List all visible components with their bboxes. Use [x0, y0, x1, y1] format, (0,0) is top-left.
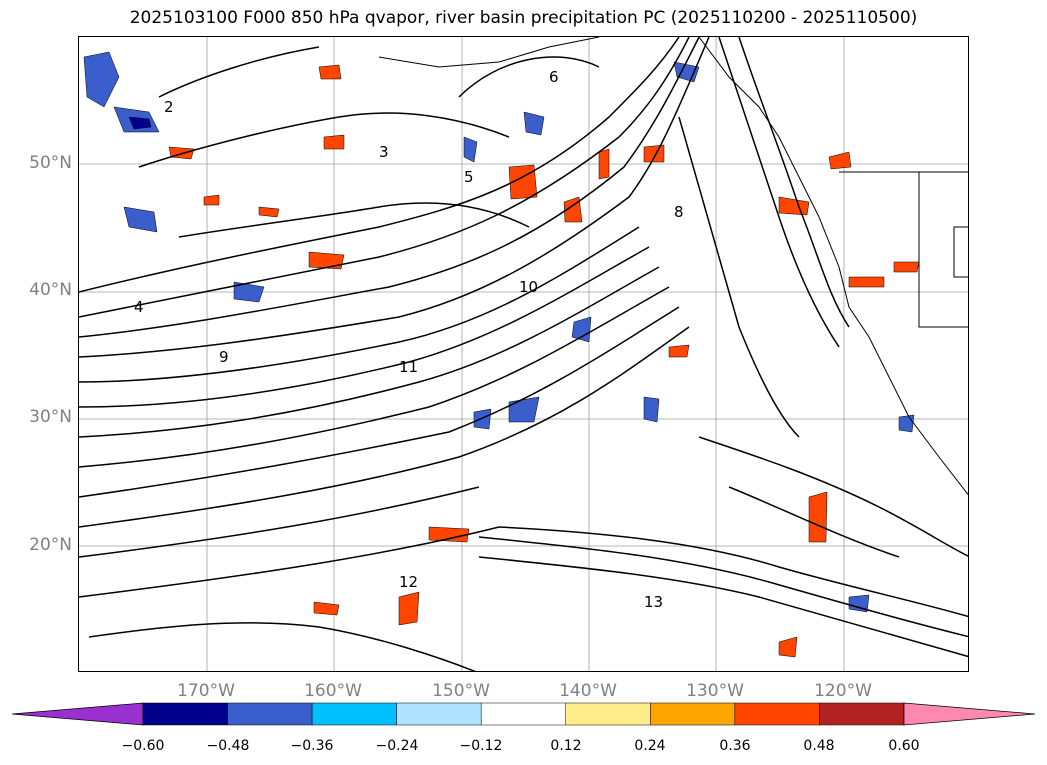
latitude-label-20n: 20°N [29, 535, 72, 555]
precip-patches [83, 51, 920, 658]
colorbar-tick: −0.12 [459, 738, 503, 754]
colorbar-tick: 0.24 [634, 738, 666, 754]
colorbar-tick: −0.24 [375, 738, 419, 754]
contour-label: 8 [674, 203, 684, 221]
longitude-label-150w: 150°W [432, 681, 490, 701]
colorbar-extend-left [11, 702, 144, 726]
colorbar-segments [11, 702, 1036, 726]
colorbar-tick: 0.60 [888, 738, 920, 754]
longitude-label-160w: 160°W [304, 681, 362, 701]
colorbar-segment [650, 702, 736, 726]
contour-label: 12 [399, 573, 418, 591]
colorbar-tick: 0.36 [719, 738, 751, 754]
colorbar-tick: 0.48 [803, 738, 835, 754]
contour-label: 10 [519, 278, 538, 296]
colorbar-segment [734, 702, 820, 726]
colorbar [11, 702, 1036, 726]
longitude-label-120w: 120°W [814, 681, 872, 701]
colorbar-segment [819, 702, 905, 726]
colorbar-segment [227, 702, 313, 726]
latitude-label-50n: 50°N [29, 153, 72, 173]
contour-label: 3 [379, 143, 389, 161]
contour-label: 4 [134, 298, 144, 316]
contour-label: 2 [164, 98, 174, 116]
colorbar-segment [142, 702, 228, 726]
colorbar-segment [565, 702, 651, 726]
coastline [378, 37, 968, 496]
map-panel: 2 3 4 5 6 8 9 10 11 12 13 [78, 36, 969, 672]
map-title: 2025103100 F000 850 hPa qvapor, river ba… [129, 8, 918, 28]
longitude-label-140w: 140°W [559, 681, 617, 701]
contour-label: 6 [549, 68, 559, 86]
latitude-label-30n: 30°N [29, 407, 72, 427]
contour-label: 13 [644, 593, 663, 611]
colorbar-segment [480, 702, 567, 726]
colorbar-tick: −0.60 [121, 738, 165, 754]
colorbar-tick: −0.36 [290, 738, 334, 754]
map-canvas: 2 3 4 5 6 8 9 10 11 12 13 [79, 37, 968, 671]
contour-label: 11 [399, 358, 418, 376]
longitude-label-170w: 170°W [177, 681, 235, 701]
colorbar-segment [396, 702, 482, 726]
contour-label-group: 2 3 4 5 6 8 9 10 11 12 13 [134, 68, 684, 611]
contour-label: 5 [464, 168, 474, 186]
colorbar-tick: −0.48 [206, 738, 250, 754]
latitude-label-40n: 40°N [29, 280, 72, 300]
graticule [79, 37, 968, 671]
colorbar-tick: 0.12 [550, 738, 582, 754]
colorbar-extend-right [903, 702, 1036, 726]
colorbar-segment [311, 702, 397, 726]
contour-label: 9 [219, 348, 229, 366]
longitude-label-130w: 130°W [686, 681, 744, 701]
qvapor-contours [79, 37, 968, 671]
